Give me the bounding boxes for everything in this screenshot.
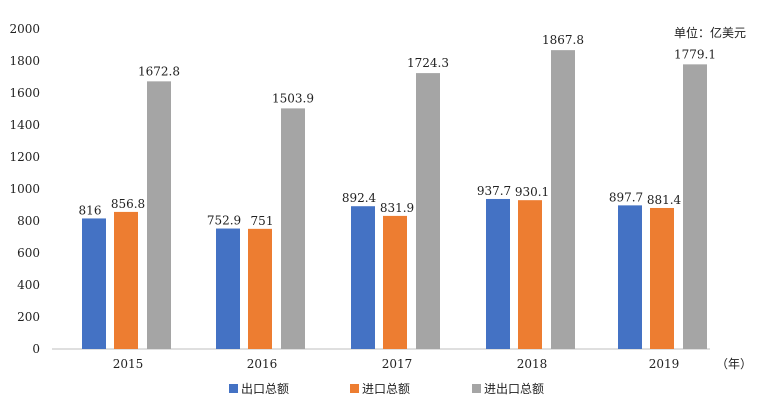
data-label: 751 bbox=[251, 214, 274, 228]
data-label: 752.9 bbox=[207, 214, 241, 228]
data-label: 1503.9 bbox=[272, 91, 314, 105]
y-tick-label: 1400 bbox=[9, 118, 40, 132]
legend-swatch bbox=[472, 384, 481, 393]
x-unit-label: （年） bbox=[716, 357, 752, 371]
bar-2019-series-0 bbox=[618, 205, 642, 349]
data-label: 881.4 bbox=[647, 193, 682, 207]
unit-label: 单位：亿美元 bbox=[674, 25, 746, 40]
y-tick-label: 1800 bbox=[9, 54, 40, 68]
legend-label: 进出口总额 bbox=[484, 382, 544, 396]
x-tick-label: 2016 bbox=[247, 357, 278, 371]
data-labels-group: 816 752.9 892.4 937.7 897.7 856.8 751 831.9 930.… bbox=[79, 33, 716, 228]
y-tick-label: 1000 bbox=[9, 182, 40, 196]
x-tick-label: 2015 bbox=[113, 357, 144, 371]
bar-2016-series-2 bbox=[281, 108, 305, 349]
y-tick-label: 200 bbox=[17, 310, 40, 324]
data-label: 856.8 bbox=[111, 197, 145, 211]
bar-2015-series-2 bbox=[147, 81, 171, 350]
bar-2016-series-0 bbox=[216, 228, 240, 349]
y-tick-label: 0 bbox=[32, 342, 40, 356]
bar-2015-series-0 bbox=[82, 218, 106, 349]
data-label: 930.1 bbox=[515, 185, 549, 199]
y-tick-label: 400 bbox=[17, 278, 40, 292]
x-tick-label: 2018 bbox=[517, 357, 548, 371]
data-label: 831.9 bbox=[380, 201, 414, 215]
data-label: 1724.3 bbox=[407, 56, 449, 70]
bar-2019-series-2 bbox=[683, 64, 707, 350]
y-tick-label: 600 bbox=[17, 246, 40, 260]
y-axis: 0 200 400 600 800 1000 1200 1400 1600 1800 2000 bbox=[9, 22, 40, 356]
y-tick-label: 2000 bbox=[9, 22, 40, 36]
category-labels-group: 2015 2016 2017 2018 2019 bbox=[113, 357, 680, 371]
bar-2018-series-2 bbox=[551, 50, 575, 349]
y-tick-label: 1200 bbox=[9, 150, 40, 164]
bar-2017-series-1 bbox=[383, 215, 407, 349]
bar-2017-series-0 bbox=[351, 206, 375, 349]
x-tick-label: 2017 bbox=[382, 357, 413, 371]
bar-2018-series-0 bbox=[486, 198, 510, 349]
data-label: 816 bbox=[79, 203, 102, 217]
y-tick-label: 1600 bbox=[9, 86, 40, 100]
y-tick-label: 800 bbox=[17, 214, 40, 228]
data-label: 897.7 bbox=[609, 190, 643, 204]
data-label: 1672.8 bbox=[138, 64, 180, 78]
legend-swatch bbox=[229, 384, 238, 393]
data-label: 1779.1 bbox=[674, 47, 716, 61]
legend-label: 出口总额 bbox=[241, 382, 289, 396]
bar-2019-series-1 bbox=[650, 207, 674, 349]
legend-label: 进口总额 bbox=[362, 382, 410, 396]
x-tick-label: 2019 bbox=[649, 357, 680, 371]
bar-2015-series-1 bbox=[114, 211, 138, 349]
data-label: 937.7 bbox=[477, 184, 511, 198]
bar-2017-series-2 bbox=[416, 73, 440, 349]
bars-group bbox=[82, 50, 707, 350]
bar-2016-series-1 bbox=[248, 228, 272, 349]
data-label: 1867.8 bbox=[542, 33, 584, 47]
bar-2018-series-1 bbox=[518, 200, 542, 349]
legend-swatch bbox=[350, 384, 359, 393]
data-label: 892.4 bbox=[342, 191, 377, 205]
legend: 出口总额 进口总额 进出口总额 bbox=[229, 382, 544, 396]
